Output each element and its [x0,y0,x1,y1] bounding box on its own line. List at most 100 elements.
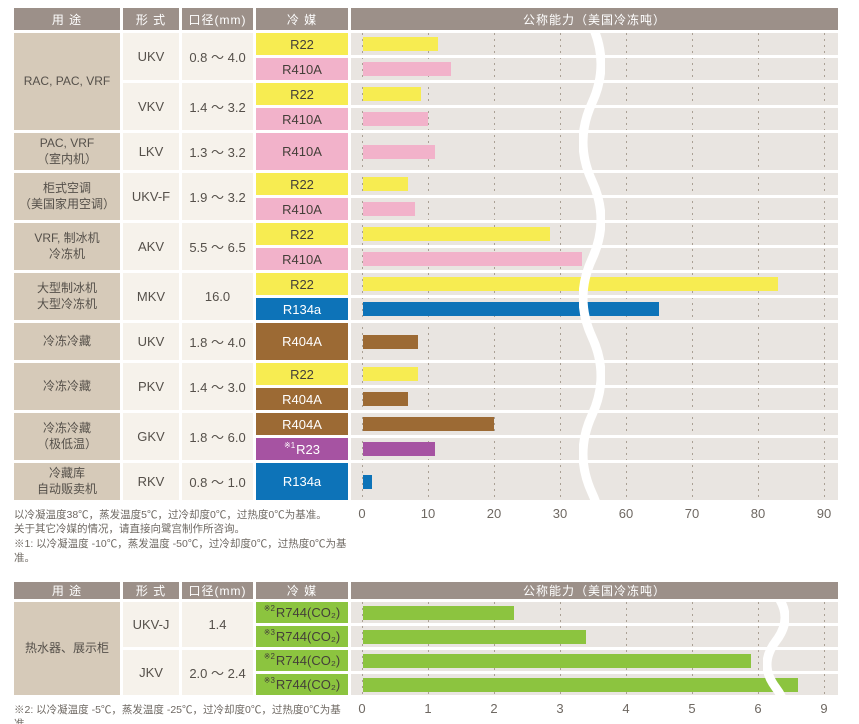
refrigerant-cell: R404A [256,388,348,410]
column-header-bore: 口径(mm) [182,582,253,599]
refrigerant-cell: ※1 R23 [256,438,348,460]
model-cell: JKV [123,650,179,695]
column-header-use: 用 途 [14,8,120,30]
axis-tick-label: 5 [688,701,696,716]
bore-cell: 1.4 ～ 3.0 [182,363,253,410]
bore-cell: 1.3 ～ 3.2 [182,133,253,170]
capacity-bar [363,677,798,692]
row-separator [351,647,838,650]
chart-footnotes: 以冷凝温度38℃，蒸发温度5℃，过冷却度0℃，过热度0℃为基准。 关于其它冷媒的… [14,509,347,565]
main-capacity-table: 用 途形 式口径(mm) 冷 媒公称能力（美国冷冻吨） RAC, PAC, VRF U… [14,8,838,566]
capacity-bar [363,442,435,456]
use-cell: 冷冻冷藏 [14,363,120,410]
axis-tick-label: 9 [820,701,828,716]
use-cell: 大型制冰机 大型冷冻机 [14,273,120,320]
capacity-bar [363,605,514,620]
chart-footnotes: ※2: 以冷凝温度 -5℃，蒸发温度 -25℃，过冷却度0℃，过热度0℃为基准。… [14,704,341,724]
refrigerant-cell: ※3 R744(CO₂) [256,626,348,647]
refrigerant-label: R404A [282,391,322,407]
column-header-model: 形 式 [123,8,179,30]
axis-gridline [362,33,363,500]
use-cell: 柜式空调 （美国家用空调） [14,173,120,220]
refrigerant-cell: R410A [256,133,348,170]
capacity-bar [363,62,452,76]
row-separator [351,460,838,463]
refrigerant-cell: R22 [256,33,348,55]
capacity-bar [363,417,494,431]
refrigerant-label: R22 [290,366,314,382]
capacity-bar [363,474,372,489]
capacity-bar [363,112,428,126]
row-separator [351,220,838,223]
refrigerant-label: R410A [282,251,322,267]
capacity-bar [363,177,409,191]
capacity-grid: 用 途形 式口径(mm) 冷 媒公称能力（美国冷冻吨） RAC, PAC, VRF U… [14,8,838,566]
axis-tick-label: 90 [816,506,832,521]
refrigerant-label: R22 [290,86,314,102]
axis-gridline [560,33,561,500]
refrigerant-label: R410A [282,144,322,159]
x-axis: 0 10 20 30 60 70 80 90 [351,503,838,521]
axis-tick-label: 0 [358,701,366,716]
column-header-bore: 口径(mm) [182,8,253,30]
bar-chart-area [351,33,838,500]
capacity-bar [363,202,415,216]
refrigerant-cell: R22 [256,223,348,245]
row-separator [351,170,838,173]
footnote-marker: ※3 [263,676,275,685]
capacity-bar [363,629,587,644]
refrigerant-label: R22 [290,176,314,192]
capacity-bar [363,392,409,406]
axis-tick-label: 30 [552,506,568,521]
axis-tick-label: 80 [750,506,766,521]
axis-tick-label: 3 [556,701,564,716]
axis-tick-label: 4 [622,701,630,716]
footnote-marker: ※1 [283,440,296,450]
model-cell: GKV [123,413,179,460]
refrigerant-cell: R410A [256,198,348,220]
use-cell: 冷冻冷藏 [14,323,120,360]
use-cell: RAC, PAC, VRF [14,33,120,130]
model-cell: UKV-J [123,602,179,647]
capacity-bar [363,144,435,159]
model-cell: RKV [123,463,179,500]
axis-gridline [626,33,627,500]
row-separator [351,55,838,58]
axis-gridline [428,33,429,500]
bore-cell: 1.4 [182,602,253,647]
refrigerant-label: R404A [282,334,322,349]
axis-tick-label: 1 [424,701,432,716]
refrigerant-label: R134a [282,301,322,317]
capacity-grid: 用 途形 式口径(mm) 冷 媒公称能力（美国冷冻吨） 热水器、展示柜 UKV-J 1.… [14,582,838,724]
row-separator [351,360,838,363]
axis-break-wave [762,602,789,695]
use-cell: 冷藏库 自动贩卖机 [14,463,120,500]
use-cell: VRF, 制冰机 冷冻机 [14,223,120,270]
bore-cell: 2.0 ～ 2.4 [182,650,253,695]
use-cell: PAC, VRF （室内机） [14,133,120,170]
axis-tick-label: 60 [618,506,634,521]
row-separator [351,130,838,133]
axis-gridline [494,33,495,500]
refrigerant-cell: R134a [256,463,348,500]
capacity-bar [363,367,419,381]
row-separator [351,295,838,298]
row-separator [351,671,838,674]
bore-cell: 0.8 ～ 4.0 [182,33,253,80]
refrigerant-label: R410A [282,111,322,127]
bar-chart-area [351,602,838,695]
footnote-marker: ※3 [263,628,275,637]
capacity-bar [363,334,419,349]
co2-capacity-table: 用 途形 式口径(mm) 冷 媒公称能力（美国冷冻吨） 热水器、展示柜 UKV-J 1.… [14,582,838,724]
capacity-bar [363,227,551,241]
footnote-marker: ※2 [263,604,275,613]
axis-tick-label: 20 [486,506,502,521]
axis-tick-label: 2 [490,701,498,716]
column-header-model: 形 式 [123,582,179,599]
bore-cell: 0.8 ～ 1.0 [182,463,253,500]
refrigerant-cell: R410A [256,248,348,270]
bore-cell: 1.8 ～ 6.0 [182,413,253,460]
refrigerant-label: R22 [290,36,314,52]
refrigerant-label: R410A [282,61,322,77]
